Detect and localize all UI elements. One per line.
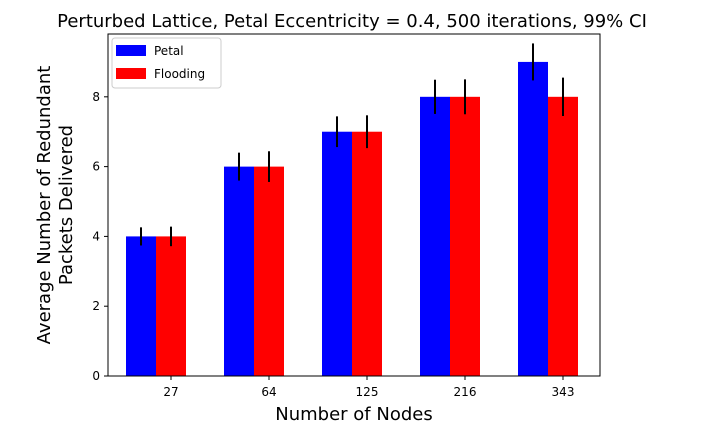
bar-flooding-216	[450, 96, 480, 376]
bar-petal-27	[126, 236, 156, 376]
x-tick-label-64: 64	[261, 385, 276, 399]
bar-petal-64	[224, 166, 254, 376]
bar-petal-125	[322, 131, 352, 376]
x-axis-label: Number of Nodes	[275, 404, 432, 425]
y-axis-label-line-1: Average Number of Redundant	[34, 66, 55, 345]
bar-flooding-27	[156, 236, 186, 376]
y-axis-label-line-2: Packets Delivered	[56, 125, 77, 285]
bar-flooding-125	[352, 131, 382, 376]
legend: Petal Flooding	[111, 37, 222, 89]
y-tick-label-6: 6	[92, 160, 100, 174]
x-tick-label-216: 216	[454, 385, 477, 399]
bar-petal-216	[420, 96, 450, 376]
chart-title: Perturbed Lattice, Petal Eccentricity = …	[57, 11, 647, 32]
x-tick-label-343: 343	[552, 385, 575, 399]
y-axis-ticks: 0 2 4 6 8	[92, 90, 108, 383]
bar-flooding-343	[548, 96, 578, 376]
x-axis-ticks: 27 64 125 216 343	[163, 376, 574, 399]
y-tick-label-0: 0	[92, 369, 100, 383]
bar-flooding-64	[254, 166, 284, 376]
error-bars-group	[140, 43, 564, 247]
y-axis-label: Average Number of Redundant Packets Deli…	[34, 66, 77, 345]
x-tick-label-125: 125	[356, 385, 379, 399]
y-tick-label-8: 8	[92, 90, 100, 104]
bar-petal-343	[518, 61, 548, 376]
x-tick-label-27: 27	[163, 385, 178, 399]
bars-group	[126, 61, 578, 376]
legend-label-petal: Petal	[154, 44, 184, 58]
y-tick-label-2: 2	[92, 299, 100, 313]
legend-label-flooding: Flooding	[154, 67, 205, 81]
plot-frame	[107, 33, 601, 377]
legend-swatch-flooding	[116, 68, 146, 79]
legend-swatch-petal	[116, 45, 146, 56]
y-tick-label-4: 4	[92, 229, 100, 243]
